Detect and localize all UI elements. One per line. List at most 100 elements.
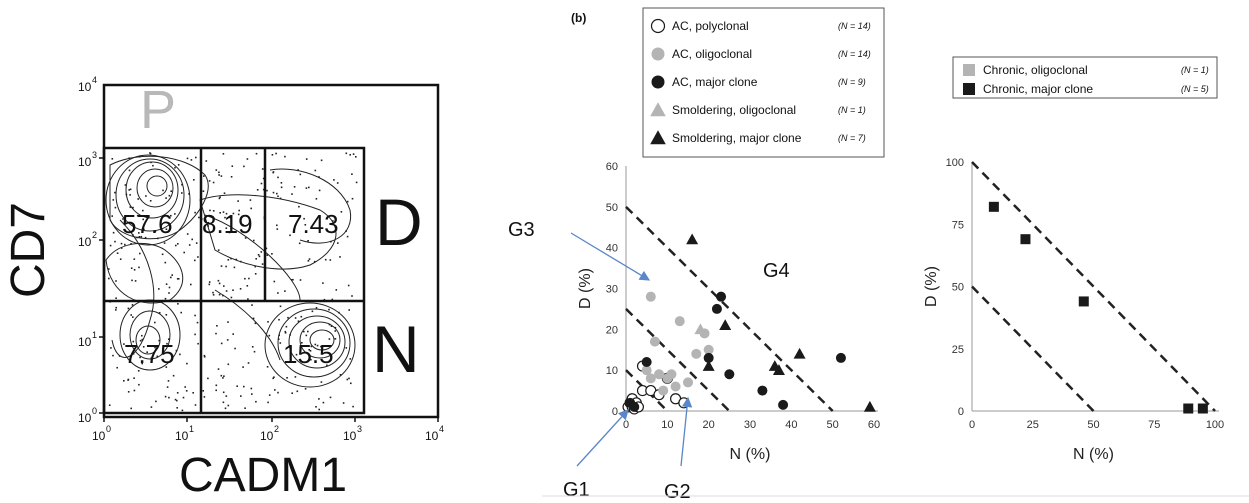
- gate-grid: [102, 146, 366, 415]
- data-point: [724, 369, 735, 380]
- data-point: [649, 336, 660, 347]
- legend-count-1: (N = 5): [1181, 84, 1209, 94]
- data-point: [702, 360, 715, 371]
- legend-marker-2: [651, 75, 665, 89]
- legend-count-2: (N = 9): [838, 77, 866, 87]
- legend-label-4: Smoldering, major clone: [672, 131, 802, 145]
- data-point: [719, 319, 732, 331]
- legend-marker-0: [963, 64, 975, 76]
- flow-x-axis-label: CADM1: [179, 449, 347, 502]
- annotation-g3: G3: [508, 219, 535, 241]
- data-point: [863, 400, 876, 412]
- gate-value-upper-right: 7.43: [288, 209, 339, 239]
- svg-text:10: 10: [78, 335, 92, 349]
- svg-text:10: 10: [78, 155, 92, 169]
- x-tick-label: 30: [744, 419, 756, 431]
- data-point: [666, 369, 677, 380]
- svg-text:0: 0: [106, 424, 111, 434]
- x-tick-label: 60: [868, 419, 880, 431]
- legend-right: Chronic, oligoclonal (N = 1) Chronic, majo…: [952, 56, 1218, 99]
- x-tick-label: 50: [1087, 419, 1099, 431]
- legend-count-0: (N = 1): [1181, 65, 1209, 75]
- legend-count-4: (N = 7): [838, 133, 866, 143]
- data-point: [793, 347, 806, 359]
- svg-text:3: 3: [357, 424, 362, 434]
- x-tick-label: 100: [1206, 419, 1224, 431]
- y-tick-label: 20: [606, 324, 618, 336]
- data-point: [835, 352, 846, 363]
- arrow-g1: [576, 409, 629, 467]
- svg-text:10: 10: [175, 429, 189, 443]
- data-point: [1078, 296, 1089, 307]
- svg-text:2: 2: [92, 230, 97, 240]
- flow-x-ticks: 10 0 10 1 10 2 10 3 10 4: [92, 424, 444, 443]
- gate-value-upper-mid: 8.19: [202, 209, 253, 239]
- data-point: [711, 303, 722, 314]
- data-point: [1183, 403, 1194, 414]
- legend-marker-3: [650, 102, 666, 117]
- data-point: [645, 291, 656, 302]
- legend-label-1: AC, oligoclonal: [672, 47, 752, 61]
- flow-tick-marks: [99, 157, 439, 422]
- svg-text:4: 4: [92, 75, 97, 85]
- y-tick-label: 60: [606, 161, 618, 173]
- arrow-g3: [570, 232, 651, 281]
- legend-count-0: (N = 14): [838, 21, 871, 31]
- svg-text:10: 10: [260, 429, 274, 443]
- group-boundary-line: [625, 308, 731, 412]
- x-tick-label: 10: [661, 419, 673, 431]
- svg-text:10: 10: [92, 429, 106, 443]
- group-boundary-line: [971, 161, 1216, 412]
- data-point: [641, 357, 652, 367]
- group-boundary-line: [625, 205, 834, 412]
- x-tick-label: 0: [969, 419, 975, 431]
- svg-text:1: 1: [92, 330, 97, 340]
- legend-label-1: Chronic, major clone: [983, 82, 1093, 96]
- gate-label-n: N: [372, 312, 420, 386]
- data-point: [645, 373, 656, 384]
- svg-text:3: 3: [92, 150, 97, 160]
- density-contours: [105, 154, 356, 388]
- density-speckle: [108, 152, 358, 412]
- x-tick-label: 25: [1027, 419, 1039, 431]
- data-point: [654, 369, 665, 380]
- x-tick-label: 75: [1148, 419, 1160, 431]
- legend-label-0: Chronic, oligoclonal: [983, 63, 1088, 77]
- arrow-g2: [680, 396, 693, 467]
- y-tick-label: 50: [952, 282, 964, 294]
- legend-label-3: Smoldering, oligoclonal: [672, 103, 796, 117]
- y-tick-label: 10: [606, 365, 618, 377]
- y-tick-label: 0: [958, 406, 964, 418]
- legend-marker-4: [650, 130, 666, 145]
- x-tick-label: 50: [827, 419, 839, 431]
- flow-cytometry-panel: P D N 57.6 8.19 7.43 7.75 15.5 CD7 CADM1…: [2, 75, 444, 502]
- y-axis-label: D (%): [923, 266, 940, 307]
- legend-count-3: (N = 1): [838, 105, 866, 115]
- y-tick-label: 50: [606, 202, 618, 214]
- scatter-chart-right: 0 25 50 75 100 0 25 50 75 100 N (%) D (%): [923, 157, 1224, 463]
- y-tick-label: 30: [606, 284, 618, 296]
- svg-text:10: 10: [78, 80, 92, 94]
- svg-text:10: 10: [425, 429, 439, 443]
- gate-value-lower-left: 7.75: [124, 339, 175, 369]
- data-point: [1020, 234, 1031, 245]
- svg-text:10: 10: [78, 411, 92, 425]
- annotation-g2: G2: [664, 481, 691, 503]
- data-point: [772, 364, 785, 375]
- data-point: [629, 401, 640, 412]
- flow-y-axis-label: CD7: [2, 202, 55, 298]
- legend-label-2: AC, major clone: [672, 75, 758, 89]
- y-tick-label: 100: [946, 157, 964, 169]
- data-point: [757, 385, 768, 396]
- svg-text:4: 4: [439, 424, 444, 434]
- data-point: [691, 348, 702, 359]
- svg-text:0: 0: [92, 406, 97, 416]
- annotation-g4: G4: [763, 260, 790, 282]
- data-point: [683, 377, 693, 388]
- data-point: [686, 233, 699, 245]
- svg-text:10: 10: [343, 429, 357, 443]
- y-tick-label: 25: [952, 344, 964, 356]
- svg-text:1: 1: [189, 424, 194, 434]
- x-axis-label: N (%): [730, 446, 771, 463]
- data-point: [703, 352, 714, 363]
